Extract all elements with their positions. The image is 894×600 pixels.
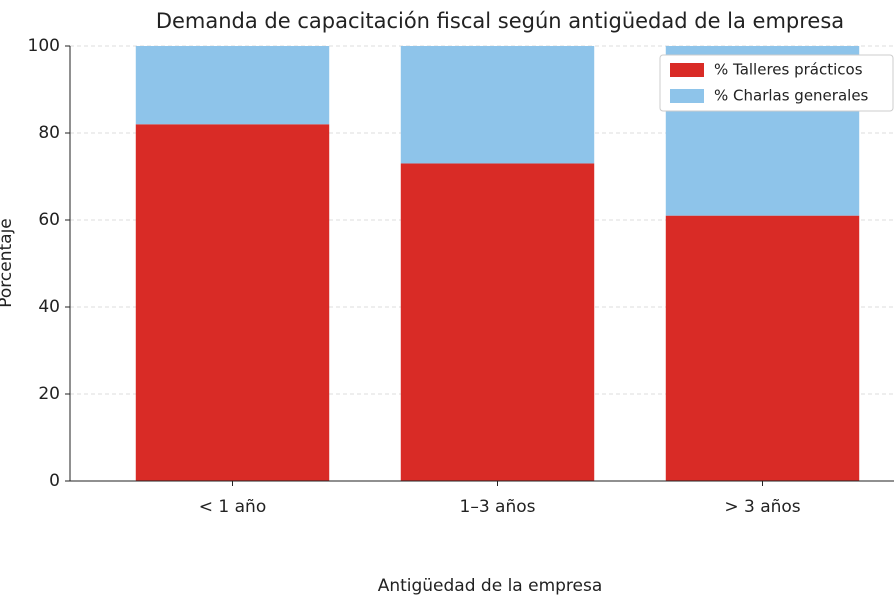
- bar-segment: [135, 46, 330, 125]
- legend-box: [659, 54, 894, 112]
- chart-title: Demanda de capacitación fiscal según ant…: [156, 9, 844, 33]
- legend-label: % Charlas generales: [714, 87, 869, 105]
- y-tick-label: 0: [49, 471, 60, 491]
- x-tick-label: 1–3 años: [460, 497, 536, 517]
- y-tick-label: 80: [38, 123, 60, 143]
- y-tick-label: 100: [28, 36, 60, 56]
- y-tick-label: 20: [38, 384, 60, 404]
- x-axis-label: Antigüedad de la empresa: [378, 576, 603, 596]
- legend-label: % Talleres prácticos: [714, 61, 863, 79]
- x-tick-label: < 1 año: [199, 497, 266, 517]
- legend-swatch: [670, 89, 704, 103]
- legend-swatch: [670, 63, 704, 77]
- y-tick-label: 60: [38, 210, 60, 230]
- y-axis-label: Porcentaje: [0, 218, 16, 308]
- y-tick-label: 40: [38, 297, 60, 317]
- bar-segment: [400, 163, 595, 481]
- bar-segment: [135, 124, 330, 482]
- bar-segment: [400, 46, 595, 164]
- x-tick-label: > 3 años: [724, 497, 800, 517]
- bar-segment: [665, 215, 860, 481]
